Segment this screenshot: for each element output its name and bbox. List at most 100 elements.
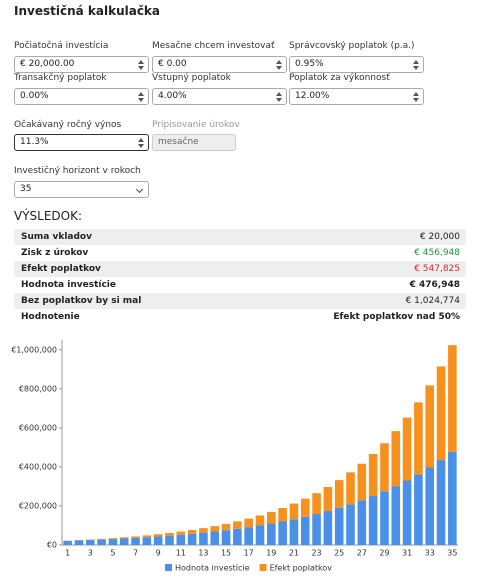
bar <box>391 486 401 545</box>
bar <box>210 531 220 545</box>
bar <box>425 385 435 468</box>
bar <box>119 538 129 545</box>
bar <box>300 498 310 517</box>
bar <box>187 529 197 534</box>
bar <box>402 480 412 545</box>
bar <box>97 538 106 540</box>
bar <box>267 523 276 545</box>
bar <box>108 539 118 545</box>
bar <box>289 519 299 545</box>
field-label: Počiatočná investícia <box>14 41 109 51</box>
bar <box>165 532 174 536</box>
bar <box>63 540 72 545</box>
bar <box>267 511 276 524</box>
result-value: € 547,825 <box>414 264 460 274</box>
y-tick-label: €400,000 <box>19 462 57 471</box>
bar <box>312 514 321 545</box>
y-tick-label: €800,000 <box>19 384 57 393</box>
bar <box>300 516 310 545</box>
bar <box>380 443 389 492</box>
bar <box>448 345 457 452</box>
bar <box>323 486 333 512</box>
bar <box>368 454 378 497</box>
bar <box>334 507 344 545</box>
result-value: € 456,948 <box>414 248 460 258</box>
x-tick-label: 31 <box>402 549 412 558</box>
x-tick-label: 35 <box>447 549 457 558</box>
x-tick-label: 21 <box>289 549 299 558</box>
result-label: Hodnotenie <box>21 312 80 322</box>
bar <box>436 366 446 461</box>
field-label: Poplatok za výkonnosť <box>289 73 390 83</box>
input-field[interactable]: 0.95% <box>289 56 424 73</box>
bar <box>176 531 186 535</box>
bar <box>165 535 174 545</box>
result-value: Efekt poplatkov nad 50% <box>333 312 460 322</box>
bar <box>221 523 231 531</box>
bar <box>448 451 457 545</box>
x-tick-label: 15 <box>221 549 231 558</box>
result-value: € 1,024,774 <box>405 296 460 306</box>
bar <box>368 496 378 545</box>
result-value: € 476,948 <box>409 280 460 290</box>
result-label: Bez poplatkov by si mal <box>21 296 142 306</box>
result-row: Hodnota investície € 476,948 <box>14 277 466 293</box>
field-label: Vstupný poplatok <box>152 73 231 83</box>
field-label: Mesačne chcem investovať <box>152 41 275 51</box>
input-field[interactable]: 0.00% <box>14 88 149 105</box>
bar <box>346 472 355 505</box>
result-label: Suma vkladov <box>21 232 92 242</box>
bar <box>425 467 435 545</box>
x-tick-label: 33 <box>425 549 435 558</box>
input-field[interactable]: € 0.00 <box>152 56 287 73</box>
field-label: Investičný horizont v rokoch <box>14 166 141 176</box>
bar <box>153 536 163 545</box>
bar <box>131 536 140 538</box>
bar <box>414 474 423 545</box>
x-tick-label: 11 <box>176 549 186 558</box>
input-field[interactable]: 4.00% <box>152 88 287 105</box>
bar <box>221 530 231 545</box>
bar <box>85 539 95 541</box>
x-tick-label: 9 <box>156 549 161 558</box>
legend-label: Efekt poplatkov <box>270 564 333 573</box>
bar <box>414 402 423 475</box>
result-label: Efekt poplatkov <box>21 264 101 274</box>
bar <box>402 417 412 481</box>
input-field: mesačne <box>152 134 236 151</box>
bar <box>233 521 242 529</box>
y-tick-label: €0 <box>47 541 57 550</box>
input-field[interactable]: 12.00% <box>289 88 424 105</box>
x-tick-label: 23 <box>311 549 321 558</box>
result-row: Efekt poplatkov € 547,825 <box>14 261 466 277</box>
legend-swatch <box>259 564 267 571</box>
bar <box>199 532 208 545</box>
result-row: Zisk z úrokov € 456,948 <box>14 245 466 261</box>
bar <box>255 525 265 545</box>
bar <box>357 500 367 545</box>
input-field[interactable]: 11.3% <box>14 134 149 151</box>
bar <box>244 527 253 545</box>
field-label: Pripisovanie úrokov <box>152 120 240 130</box>
input-field[interactable]: € 20,000.00 <box>14 56 149 73</box>
x-tick-label: 27 <box>357 549 367 558</box>
x-tick-label: 3 <box>88 549 93 558</box>
chart: €0 €200,000 €400,000 €600,000 €800,000 €1,000… <box>11 340 458 573</box>
bar <box>278 508 287 522</box>
results-title: VÝSLEDOK: <box>14 209 83 223</box>
bar <box>108 538 118 540</box>
y-tick-label: €600,000 <box>19 423 57 432</box>
y-tick-label: €1,000,000 <box>11 345 57 354</box>
input-field[interactable]: 35 <box>14 181 149 198</box>
bar <box>85 540 95 545</box>
bar <box>334 480 344 508</box>
result-value: € 20,000 <box>419 232 460 242</box>
bar <box>244 518 253 528</box>
result-row: Bez poplatkov by si mal € 1,024,774 <box>14 293 466 309</box>
bar <box>119 537 129 539</box>
field-label: Transakčný poplatok <box>14 73 107 83</box>
bar <box>142 535 152 538</box>
bar <box>323 511 333 545</box>
x-tick-label: 17 <box>244 549 254 558</box>
